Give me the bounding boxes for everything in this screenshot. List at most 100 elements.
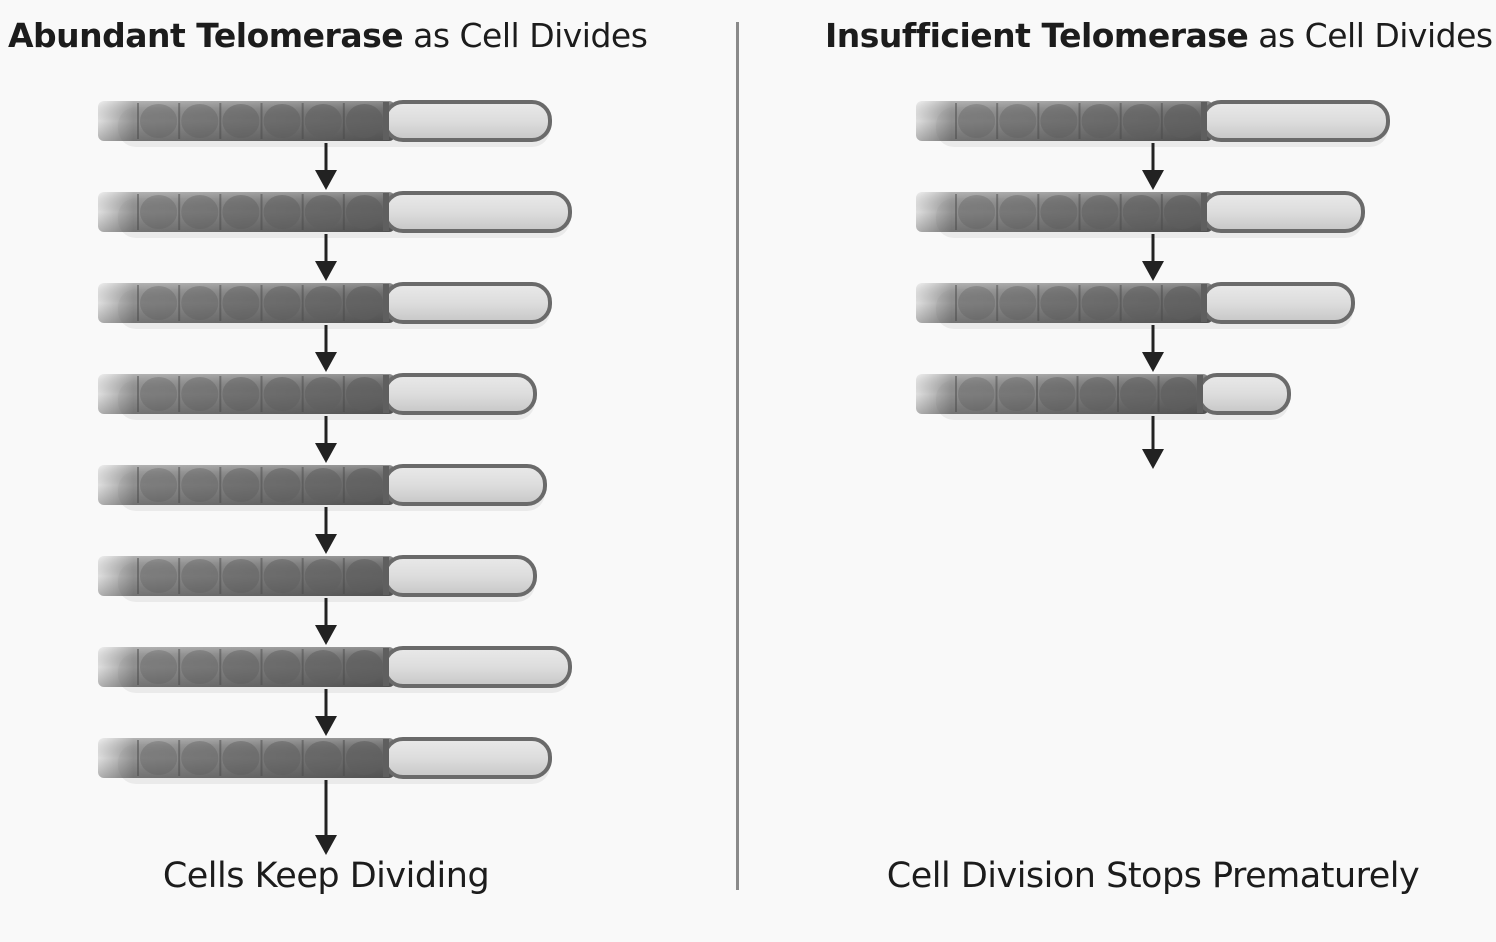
chromosome-band (1040, 286, 1078, 320)
chromosome-band (304, 195, 342, 229)
division-arrow-head (315, 352, 337, 372)
telomere-junction (383, 648, 389, 686)
telomere-junction (1197, 375, 1203, 413)
telomere-cap (383, 737, 552, 779)
telomere-junction (383, 466, 389, 504)
chromosome-band (263, 195, 301, 229)
chromosome-band (181, 468, 219, 502)
chromosome-band (345, 559, 383, 593)
chromosome-band (263, 650, 301, 684)
chromosome-band (181, 650, 219, 684)
chromosome-band (304, 468, 342, 502)
chromosome-band (958, 377, 995, 411)
chromosome-band (998, 377, 1035, 411)
telomere-cap (383, 100, 552, 142)
chromosome-band (958, 104, 996, 138)
chromosome-band (263, 286, 301, 320)
telomere-junction (1201, 193, 1207, 231)
division-arrow-head (1142, 352, 1164, 372)
telomere-cap (383, 373, 537, 415)
chromosome-band (140, 741, 178, 775)
chromosome-band (222, 104, 260, 138)
left-chromosome (98, 282, 552, 329)
chromosome-band (345, 468, 383, 502)
chromosome-band (304, 104, 342, 138)
chromosome-band (1081, 104, 1119, 138)
chromosome-band (999, 195, 1037, 229)
chromosome-band (1163, 104, 1201, 138)
chromosome-band (1163, 195, 1201, 229)
left-title-bold: Abundant Telomerase (8, 16, 404, 55)
telomere-cap (383, 646, 572, 688)
telomere-junction (1201, 284, 1207, 322)
chromosome-band (304, 377, 342, 411)
telomere-junction (383, 284, 389, 322)
telomere-cap (1201, 282, 1355, 324)
chromosome-band (1122, 286, 1160, 320)
division-arrow-head (315, 261, 337, 281)
telomere-junction (1201, 102, 1207, 140)
chromosome-band (958, 286, 996, 320)
telomere-junction (383, 739, 389, 777)
division-arrow-head (315, 170, 337, 190)
telomere-cap (1201, 100, 1390, 142)
chromosome-band (999, 104, 1037, 138)
telomere-junction (383, 557, 389, 595)
chromosome-band (222, 559, 260, 593)
chromosome-band (181, 377, 219, 411)
chromosome-band (181, 195, 219, 229)
chromosome-band (140, 377, 178, 411)
chromosome-band (222, 468, 260, 502)
left-panel-title: Abundant Telomerase as Cell Divides (8, 16, 648, 55)
telomere-cap (383, 464, 547, 506)
chromosome-band (304, 741, 342, 775)
chromosome-band (263, 741, 301, 775)
right-chromosome-stack (916, 100, 1390, 469)
right-chromosome (916, 191, 1365, 238)
division-arrow-head (1142, 170, 1164, 190)
telomere-cap (1197, 373, 1291, 415)
right-chromosome (916, 100, 1390, 147)
division-arrow-head (315, 625, 337, 645)
left-chromosome (98, 646, 572, 693)
division-arrow-head (315, 443, 337, 463)
telomere-cap (1201, 191, 1365, 233)
right-panel-title: Insufficient Telomerase as Cell Divides (825, 16, 1493, 55)
chromosome-band (345, 104, 383, 138)
right-chromosome (916, 373, 1291, 420)
chromosome-band (181, 741, 219, 775)
chromosome-band (1040, 195, 1078, 229)
chromosome-band (1122, 195, 1160, 229)
chromosome-band (263, 559, 301, 593)
panel-divider (736, 22, 739, 890)
division-arrow-head (315, 534, 337, 554)
chromosome-band (345, 377, 383, 411)
chromosome-band (181, 559, 219, 593)
chromosome-band (345, 650, 383, 684)
division-arrow-head (1142, 261, 1164, 281)
telomere-junction (383, 102, 389, 140)
chromosome-band (1040, 104, 1078, 138)
telomere-junction (383, 193, 389, 231)
right-chromosome (916, 282, 1355, 329)
left-chromosome (98, 100, 552, 147)
chromosome-band (1120, 377, 1157, 411)
left-chromosome (98, 373, 537, 420)
telomere-cap (383, 555, 537, 597)
left-chromosome-stack (98, 100, 572, 855)
chromosome-band (263, 377, 301, 411)
chromosome-band (345, 286, 383, 320)
division-arrow-head (315, 835, 337, 855)
chromosome-band (140, 650, 178, 684)
chromosome-band (263, 104, 301, 138)
chromosome-band (1160, 377, 1197, 411)
right-title-bold: Insufficient Telomerase (825, 16, 1249, 55)
chromosome-band (222, 286, 260, 320)
left-title-rest: as Cell Divides (403, 16, 648, 55)
right-title-rest: as Cell Divides (1248, 16, 1493, 55)
chromosome-band (181, 104, 219, 138)
left-chromosome (98, 464, 547, 511)
chromosome-band (181, 286, 219, 320)
telomere-cap (383, 191, 572, 233)
